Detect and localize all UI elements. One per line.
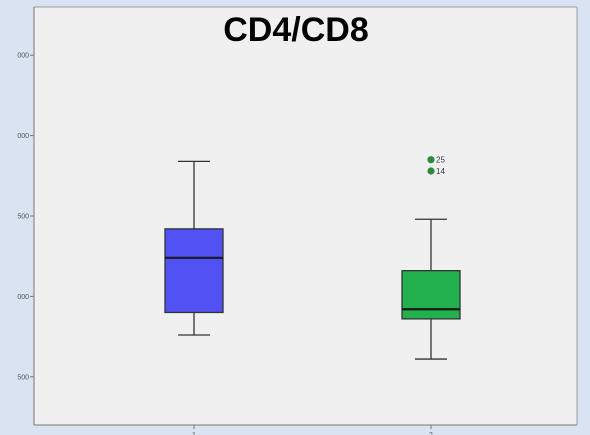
y-tick-label: 500	[17, 374, 29, 381]
outlier-point	[427, 167, 435, 175]
x-tick-label: 1	[192, 432, 196, 435]
chart-title: CD4/CD8	[223, 11, 368, 49]
outlier-point	[427, 156, 435, 164]
x-tick-label: 2	[429, 432, 433, 435]
interquartile-box	[164, 228, 224, 314]
outlier-label: 14	[436, 167, 445, 176]
y-tick-label: 000	[17, 294, 29, 301]
y-axis-ticks: 500 000 500 000 000	[17, 53, 34, 381]
x-axis-ticks: 12	[192, 425, 433, 435]
y-tick-label: 000	[17, 133, 29, 140]
plot-background	[34, 7, 577, 425]
interquartile-box	[401, 270, 461, 320]
y-tick-label: 500	[17, 214, 29, 221]
y-tick-label: 000	[17, 53, 29, 60]
box-group-1	[164, 160, 224, 336]
outlier-label: 25	[436, 156, 445, 165]
